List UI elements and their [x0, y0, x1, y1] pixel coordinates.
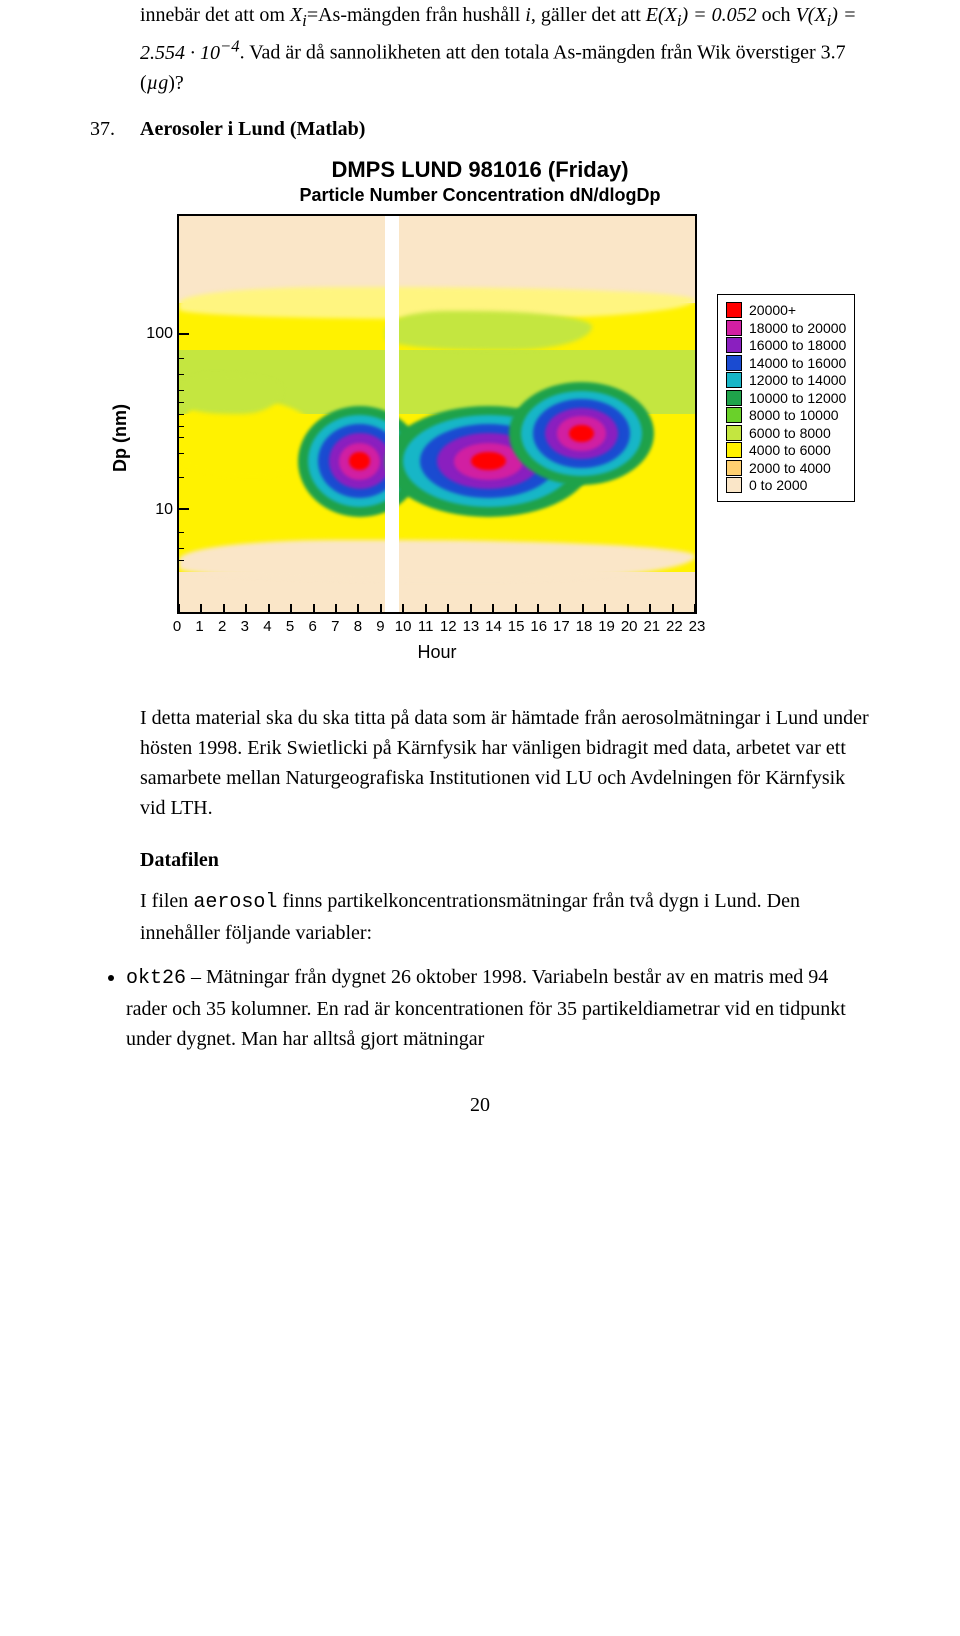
x-tick-label: 15 — [508, 618, 525, 635]
var-X: X — [290, 4, 302, 26]
legend-item: 4000 to 6000 — [726, 442, 846, 458]
y-ticks: 100 10 — [137, 214, 177, 614]
eq-E-close: ) = 0.052 — [682, 4, 757, 26]
x-tick-label: 17 — [553, 618, 570, 635]
legend-swatch — [726, 372, 742, 388]
mono-okt26: okt26 — [126, 967, 186, 990]
x-tick-label: 0 — [173, 618, 181, 635]
legend-swatch — [726, 320, 742, 336]
legend-item: 6000 to 8000 — [726, 425, 846, 441]
x-tick-label: 22 — [666, 618, 683, 635]
unit-mug: µg — [147, 72, 169, 94]
text-frag: . Vad är då sannolikheten att den totala… — [140, 42, 846, 94]
x-tick-label: 20 — [621, 618, 638, 635]
x-tick-label: 14 — [485, 618, 502, 635]
legend-item: 2000 to 4000 — [726, 460, 846, 476]
text-frag: I filen — [140, 890, 193, 912]
problem-title: Aerosoler i Lund (Matlab) — [140, 118, 365, 141]
x-ticks: 01234567891011121314151617181920212223 — [177, 614, 697, 638]
legend-item: 0 to 2000 — [726, 477, 846, 493]
y-tick-label: 10 — [155, 501, 173, 519]
legend-label: 18000 to 20000 — [749, 320, 846, 336]
text-frag: och — [757, 4, 796, 26]
x-tick-label: 19 — [598, 618, 615, 635]
x-tick-label: 5 — [286, 618, 294, 635]
text-frag: – Mätningar från dygnet 26 oktober 1998.… — [126, 966, 846, 1050]
x-tick-label: 21 — [643, 618, 660, 635]
x-tick-label: 3 — [241, 618, 249, 635]
legend-label: 4000 to 6000 — [749, 442, 831, 458]
x-tick-label: 23 — [689, 618, 706, 635]
eq-V-exp: −4 — [220, 36, 240, 55]
legend-swatch — [726, 390, 742, 406]
legend-swatch — [726, 337, 742, 353]
legend-item: 14000 to 16000 — [726, 355, 846, 371]
legend-label: 12000 to 14000 — [749, 372, 846, 388]
x-tick-label: 1 — [195, 618, 203, 635]
problem-header: 37. Aerosoler i Lund (Matlab) — [90, 118, 870, 141]
x-tick-label: 2 — [218, 618, 226, 635]
figure-title: DMPS LUND 981016 (Friday) — [110, 157, 850, 183]
text-frag: )? — [168, 72, 184, 94]
legend-item: 10000 to 12000 — [726, 390, 846, 406]
eq-V: V(X — [796, 4, 827, 26]
datafilen-heading: Datafilen — [140, 849, 870, 872]
mono-aerosol: aerosol — [193, 891, 277, 914]
legend-item: 20000+ — [726, 302, 846, 318]
x-tick-label: 8 — [354, 618, 362, 635]
body-p1: I detta material ska du ska titta på dat… — [140, 703, 870, 823]
legend-swatch — [726, 355, 742, 371]
eq-E: E(X — [646, 4, 677, 26]
legend-item: 18000 to 20000 — [726, 320, 846, 336]
y-axis-label: Dp (nm) — [110, 238, 131, 638]
legend-swatch — [726, 442, 742, 458]
legend-item: 12000 to 14000 — [726, 372, 846, 388]
legend-label: 0 to 2000 — [749, 477, 807, 493]
legend-item: 8000 to 10000 — [726, 407, 846, 423]
legend-label: 2000 to 4000 — [749, 460, 831, 476]
intro-paragraph: innebär det att om Xi=As-mängden från hu… — [140, 0, 870, 98]
x-tick-label: 9 — [376, 618, 384, 635]
legend-label: 6000 to 8000 — [749, 425, 831, 441]
legend-label: 20000+ — [749, 302, 796, 318]
x-tick-label: 10 — [395, 618, 412, 635]
legend-label: 16000 to 18000 — [749, 337, 846, 353]
legend-swatch — [726, 460, 742, 476]
legend-swatch — [726, 425, 742, 441]
bullet-list: okt26 – Mätningar från dygnet 26 oktober… — [90, 962, 870, 1054]
text-frag: =As-mängden från hushåll — [307, 4, 525, 26]
figure-subtitle: Particle Number Concentration dN/dlogDp — [110, 185, 850, 206]
x-tick-label: 7 — [331, 618, 339, 635]
legend-swatch — [726, 477, 742, 493]
list-item: okt26 – Mätningar från dygnet 26 oktober… — [126, 962, 870, 1054]
figure: DMPS LUND 981016 (Friday) Particle Numbe… — [110, 157, 850, 663]
x-tick-label: 6 — [308, 618, 316, 635]
x-tick-label: 12 — [440, 618, 457, 635]
legend-label: 10000 to 12000 — [749, 390, 846, 406]
text-frag: , gäller det att — [531, 4, 646, 26]
y-tick-label: 100 — [146, 325, 173, 343]
x-tick-label: 16 — [530, 618, 547, 635]
legend-swatch — [726, 407, 742, 423]
legend-label: 14000 to 16000 — [749, 355, 846, 371]
plot-area — [177, 214, 697, 614]
body-p2: I filen aerosol finns partikelkoncentrat… — [140, 886, 870, 948]
text-frag: innebär det att om — [140, 4, 290, 26]
problem-number: 37. — [90, 118, 140, 141]
x-tick-label: 11 — [418, 618, 434, 635]
x-tick-label: 18 — [576, 618, 593, 635]
legend: 20000+ 18000 to 2000016000 to 18000 14000 … — [717, 294, 855, 502]
legend-label: 8000 to 10000 — [749, 407, 839, 423]
legend-swatch — [726, 302, 742, 318]
page-number: 20 — [90, 1094, 870, 1117]
x-tick-label: 4 — [263, 618, 271, 635]
legend-item: 16000 to 18000 — [726, 337, 846, 353]
x-axis-label: Hour — [177, 642, 697, 663]
x-tick-label: 13 — [463, 618, 480, 635]
